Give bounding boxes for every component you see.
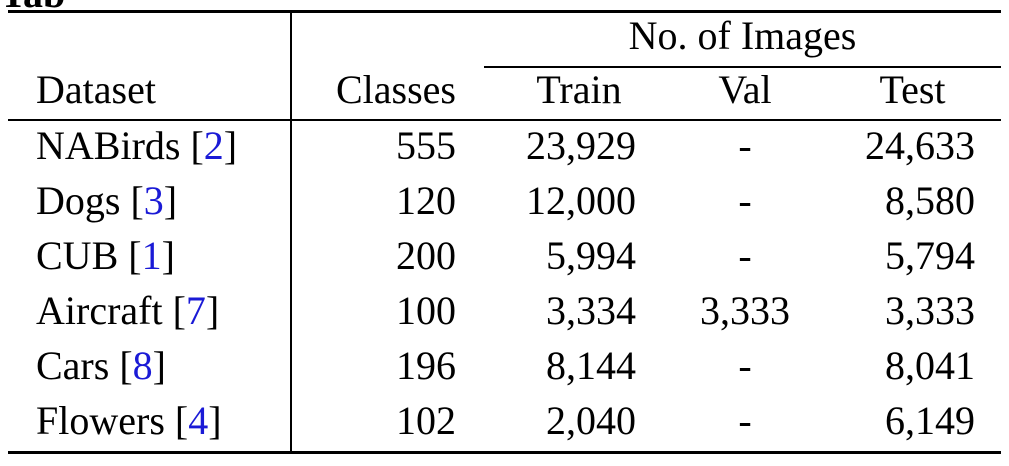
row-nabirds-val: -	[738, 123, 752, 168]
citation-link[interactable]: 4	[188, 398, 209, 443]
dataset-name: NABirds	[36, 123, 181, 168]
group-header-rule	[484, 66, 1001, 68]
row-flowers-test: 6,149	[885, 398, 975, 443]
header-classes: Classes	[336, 67, 456, 112]
row-aircraft-val: 3,333	[700, 288, 790, 333]
row-dogs-classes: 120	[396, 178, 456, 223]
row-aircraft-dataset: Aircraft [7]	[36, 288, 220, 333]
row-dogs-val: -	[738, 178, 752, 223]
citation-link[interactable]: 1	[141, 233, 162, 278]
header-dataset: Dataset	[36, 67, 156, 112]
dataset-name: Cars	[36, 343, 110, 388]
row-flowers-classes: 102	[396, 398, 456, 443]
row-cars-classes: 196	[396, 343, 456, 388]
header-train: Train	[536, 67, 622, 112]
row-cub-val: -	[738, 233, 752, 278]
header-val: Val	[718, 67, 772, 112]
row-nabirds-dataset: NABirds [2]	[36, 123, 238, 168]
row-cars-val: -	[738, 343, 752, 388]
header-test: Test	[879, 67, 946, 112]
row-nabirds-train: 23,929	[526, 123, 636, 168]
row-cub-dataset: CUB [1]	[36, 233, 175, 278]
column-divider	[290, 10, 292, 454]
citation-link[interactable]: 2	[203, 123, 224, 168]
row-dogs-train: 12,000	[526, 178, 636, 223]
citation-link[interactable]: 7	[185, 288, 206, 333]
row-dogs-dataset: Dogs [3]	[36, 178, 178, 223]
dataset-name: Flowers	[36, 398, 165, 443]
header-rule	[8, 119, 1001, 121]
row-aircraft-train: 3,334	[546, 288, 636, 333]
row-aircraft-test: 3,333	[885, 288, 975, 333]
row-flowers-train: 2,040	[546, 398, 636, 443]
dataset-name: CUB	[36, 233, 119, 278]
row-flowers-val: -	[738, 398, 752, 443]
bottom-rule	[8, 451, 1001, 454]
row-aircraft-classes: 100	[396, 288, 456, 333]
row-cars-train: 8,144	[546, 343, 636, 388]
row-cub-test: 5,794	[885, 233, 975, 278]
row-cub-classes: 200	[396, 233, 456, 278]
group-header: No. of Images	[628, 13, 857, 58]
citation-link[interactable]: 8	[132, 343, 153, 388]
dataset-name: Dogs	[36, 178, 121, 223]
row-nabirds-classes: 555	[396, 123, 456, 168]
citation-link[interactable]: 3	[143, 178, 164, 223]
row-cars-test: 8,041	[885, 343, 975, 388]
top-rule	[8, 10, 1001, 13]
row-dogs-test: 8,580	[885, 178, 975, 223]
row-flowers-dataset: Flowers [4]	[36, 398, 222, 443]
dataset-name: Aircraft	[36, 288, 163, 333]
row-cub-train: 5,994	[546, 233, 636, 278]
row-nabirds-test: 24,633	[865, 123, 975, 168]
row-cars-dataset: Cars [8]	[36, 343, 166, 388]
